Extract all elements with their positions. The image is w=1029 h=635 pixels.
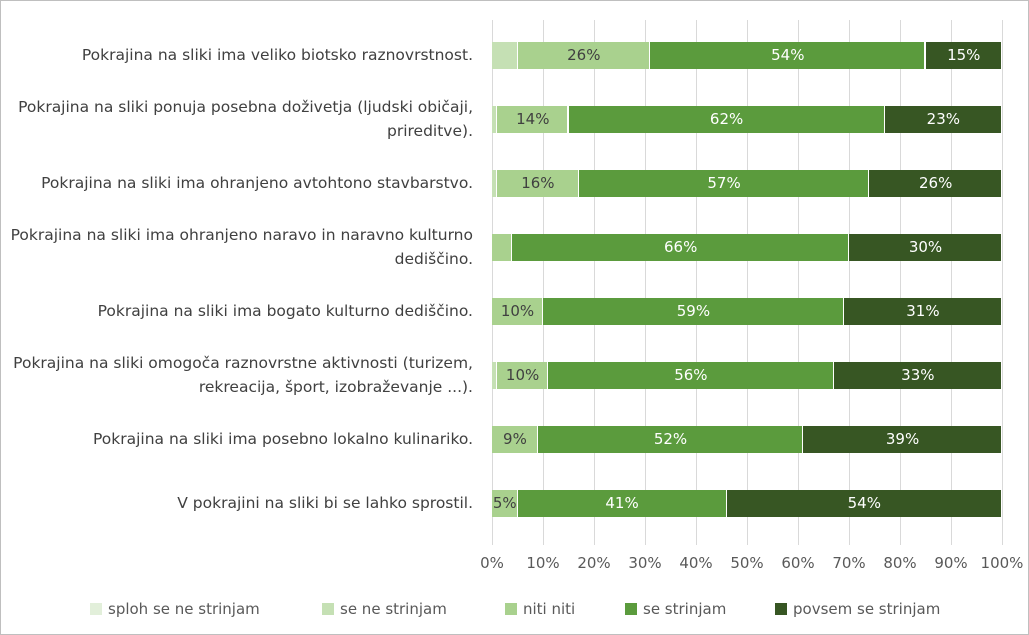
bar-segment [497,361,549,389]
data-label: 26% [919,174,953,192]
bar-segment [568,105,885,133]
grid-line [1002,20,1003,545]
bar-segment [492,361,498,389]
x-tick-label: 80% [883,554,917,572]
data-label: 15% [947,46,981,64]
category-label: V pokrajini na sliki bi se lahko sprosti… [177,494,473,512]
data-label: 54% [771,46,805,64]
grid-line [696,20,697,545]
bar-segment [492,489,518,517]
bar-segment [492,41,518,69]
x-tick-label: 0% [480,554,504,572]
x-tick-label: 10% [526,554,560,572]
data-label: 5% [492,494,517,512]
bar-segment [578,169,870,197]
bar-segment [492,169,498,197]
bar-segment [884,105,1002,133]
bar-segment [650,41,926,69]
data-label: 16% [521,174,555,192]
data-label: 33% [901,366,935,384]
legend-label: povsem se strinjam [793,600,941,618]
data-label: 52% [653,430,688,448]
category-label: Pokrajina na sliki ima ohranjeno naravo … [10,226,473,268]
category-label: Pokrajina na sliki ima posebno lokalno k… [93,430,473,448]
legend-item: se ne strinjam [322,600,447,618]
x-tick-label: 50% [730,554,764,572]
bar-segment [843,297,1002,325]
x-tick-label: 90% [934,554,968,572]
category-label: Pokrajina na sliki ima veliko biotsko ra… [81,46,473,64]
category-label: Pokrajina na sliki omogoča raznovrstne a… [13,354,473,396]
bar-segment [492,105,498,133]
legend-label: sploh se ne strinjam [108,600,260,618]
bar-segment [517,41,651,69]
data-label: 10% [505,366,540,384]
data-label: 10% [500,302,535,320]
legend-swatch [322,603,334,615]
grid-line [747,20,748,545]
legend-label: niti niti [523,600,576,618]
data-label: 9% [503,430,527,448]
data-label: 39% [885,430,920,448]
legend-item: sploh se ne strinjam [90,600,260,618]
bar-segment [925,41,1002,69]
grid-line [900,20,901,545]
bar-segment [497,169,579,197]
data-label: 14% [516,110,550,128]
x-tick-label: 40% [679,554,713,572]
data-label: 54% [847,494,881,512]
data-label: 26% [567,46,601,64]
legend-item: povsem se strinjam [775,600,940,618]
x-tick-label: 70% [832,554,866,572]
data-label: 31% [906,302,940,320]
bar-segment [803,425,1002,453]
data-label: 56% [674,366,708,384]
bar-segment [543,297,844,325]
data-label: 57% [707,174,741,192]
legend-item: se strinjam [625,600,726,618]
legend-label: se ne strinjam [340,600,447,618]
bar-segment [512,233,849,261]
data-label: 30% [908,238,943,256]
x-tick-label: 20% [577,554,611,572]
grid-line [543,20,544,545]
legend-item: niti niti [505,600,575,618]
bar-segment [492,233,513,261]
bar-segment [537,425,804,453]
grid-line [594,20,595,545]
bar-segment [833,361,1002,389]
legend-swatch [505,603,517,615]
bar-segment [517,489,727,517]
data-label: 66% [664,238,698,256]
data-label: 41% [605,494,639,512]
x-tick-label: 30% [628,554,662,572]
data-label: 62% [709,110,744,128]
bar-segment [849,233,1002,261]
data-label: 23% [926,110,960,128]
grid-line [492,20,493,545]
data-label: 59% [676,302,711,320]
bar-segment [492,425,538,453]
legend-swatch [625,603,637,615]
legend-swatch [90,603,102,615]
grid-line [798,20,799,545]
grid-line [951,20,952,545]
x-tick-label: 60% [781,554,815,572]
bar-segment [497,105,569,133]
category-label: Pokrajina na sliki ima ohranjeno avtohto… [41,174,473,192]
bar-segment [726,489,1002,517]
legend-swatch [775,603,787,615]
legend-label: se strinjam [643,600,727,618]
category-label: Pokrajina na sliki ponuja posebna dožive… [18,98,473,140]
bar-segment [492,297,543,325]
bar-segment [869,169,1002,197]
category-label: Pokrajina na sliki ima bogato kulturno d… [97,302,473,320]
grid-line [849,20,850,545]
x-tick-label: 100% [980,554,1024,572]
bar-segment [548,361,834,389]
grid-line [645,20,646,545]
